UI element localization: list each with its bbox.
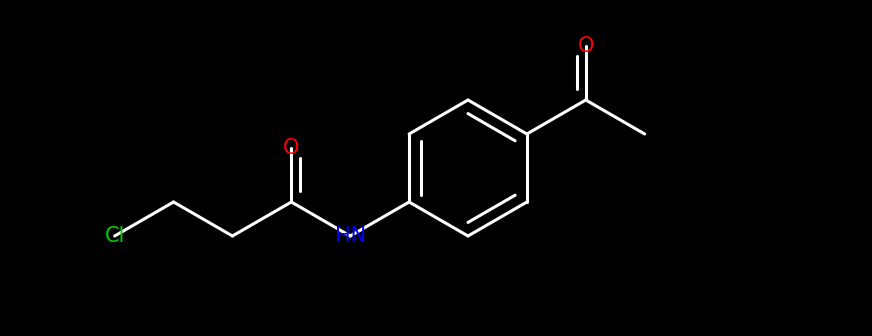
Text: O: O xyxy=(577,36,594,55)
Text: HN: HN xyxy=(335,226,365,246)
Text: O: O xyxy=(283,138,299,158)
Text: Cl: Cl xyxy=(105,226,125,246)
